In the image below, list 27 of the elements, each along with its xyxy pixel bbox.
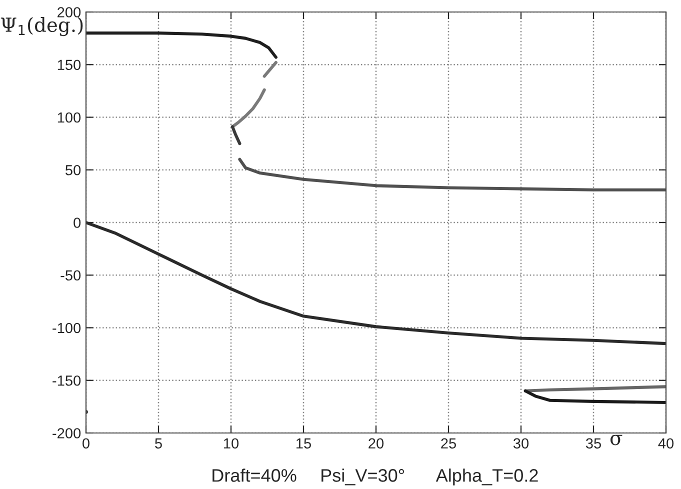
line-series [230, 88, 266, 128]
y-tick-label: -150 [52, 375, 81, 386]
x-tick-label: 35 [586, 438, 601, 449]
line-series [524, 389, 666, 404]
x-tick-label: 15 [296, 438, 311, 449]
line-series [86, 32, 278, 59]
y-axis-title: Ψ$_{1}$(deg.) [0, 17, 83, 36]
line-series [86, 220, 666, 346]
x-tick-label: 10 [224, 438, 239, 449]
y-tick-label: -50 [60, 270, 81, 281]
x-tick-label: 30 [513, 438, 529, 449]
x-tick-label: 40 [658, 438, 674, 449]
y-tick-label: 150 [58, 60, 81, 70]
y-tick-label: 200 [58, 7, 81, 18]
x-tick-label: 25 [441, 438, 456, 449]
text: Draft=40% [212, 468, 296, 482]
text: Alpha_T=0.2 [436, 468, 538, 486]
text: Psi_V=30° [322, 468, 404, 486]
y-tick-label: 50 [66, 164, 81, 176]
y-tick-label: -100 [52, 322, 81, 334]
x-tick-label: 5 [155, 438, 162, 449]
y-tick-label: -200 [52, 428, 81, 438]
y-tick-label: 100 [58, 112, 81, 123]
x-tick-label: 20 [368, 438, 384, 449]
x-tick-label: 0 [82, 438, 90, 449]
x-axis-title: σ [610, 434, 622, 446]
y-tick-label: 0 [74, 218, 81, 228]
